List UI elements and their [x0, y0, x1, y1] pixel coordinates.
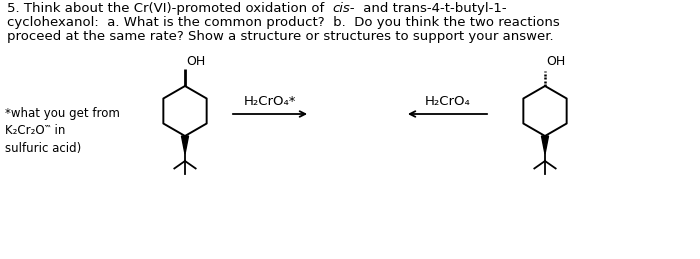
Text: cis-: cis- — [332, 2, 354, 15]
Polygon shape — [181, 136, 188, 154]
Text: and trans-4-t-butyl-1-: and trans-4-t-butyl-1- — [359, 2, 507, 15]
Text: OH: OH — [546, 55, 566, 68]
Text: proceed at the same rate? Show a structure or structures to support your answer.: proceed at the same rate? Show a structu… — [7, 30, 554, 43]
Text: H₂CrO₄: H₂CrO₄ — [425, 95, 470, 108]
Text: *what you get from
K₂Cr₂O‷ in
sulfuric acid): *what you get from K₂Cr₂O‷ in sulfuric a… — [5, 107, 120, 155]
Text: H₂CrO₄*: H₂CrO₄* — [244, 95, 296, 108]
Polygon shape — [542, 136, 549, 154]
Text: 5. Think about the Cr(VI)-promoted oxidation of: 5. Think about the Cr(VI)-promoted oxida… — [7, 2, 328, 15]
Text: OH: OH — [186, 55, 205, 68]
Text: cyclohexanol:  a. What is the common product?  b.  Do you think the two reaction: cyclohexanol: a. What is the common prod… — [7, 16, 560, 29]
